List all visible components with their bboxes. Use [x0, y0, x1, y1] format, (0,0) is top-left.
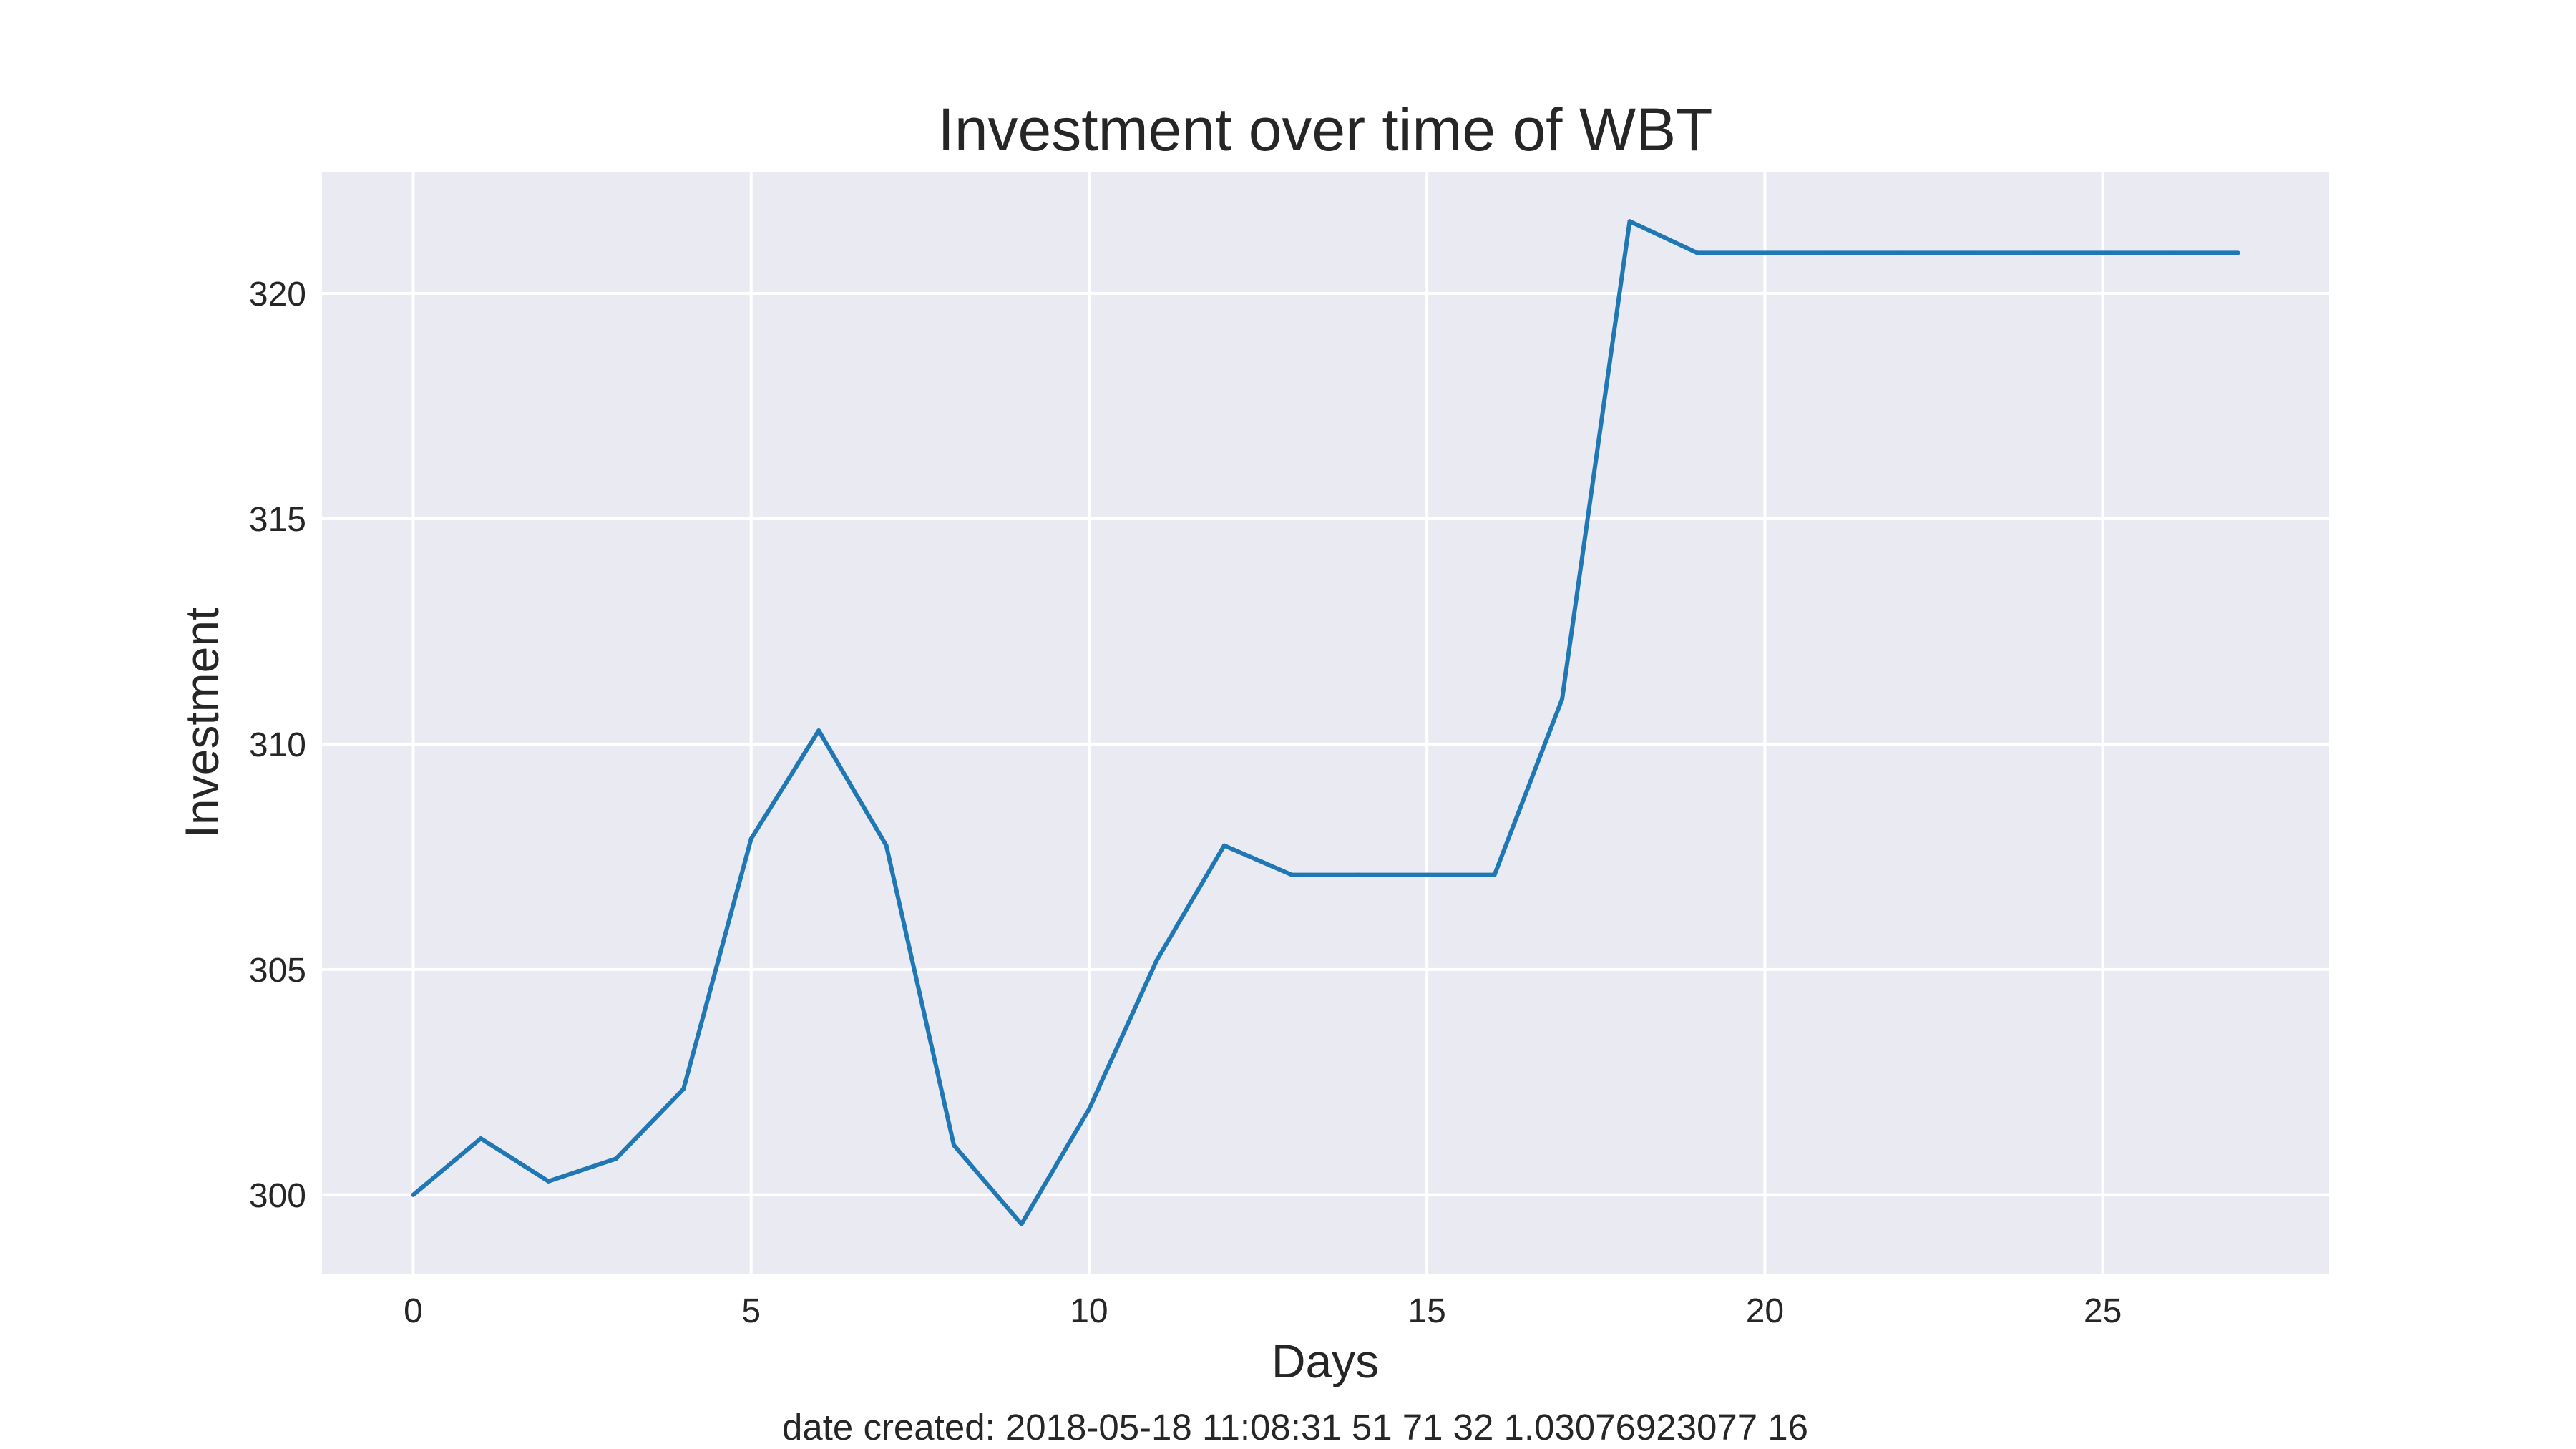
data-point — [952, 1143, 957, 1148]
data-point — [546, 1179, 551, 1184]
data-point — [816, 728, 821, 733]
data-point — [1965, 250, 1970, 255]
x-axis-label: Days — [1272, 1335, 1379, 1387]
x-tick-label: 15 — [1407, 1292, 1445, 1330]
x-tick-label: 20 — [1746, 1292, 1784, 1330]
y-tick-label: 315 — [249, 501, 306, 539]
data-point — [1694, 250, 1699, 255]
data-point — [2235, 250, 2240, 255]
plot-area — [322, 172, 2329, 1274]
y-axis-label: Investment — [175, 608, 228, 839]
data-point — [1086, 1107, 1091, 1112]
data-point — [1762, 250, 1767, 255]
y-tick-label: 320 — [249, 275, 306, 313]
data-point — [2033, 250, 2038, 255]
data-point — [1357, 872, 1362, 877]
data-point — [1019, 1221, 1024, 1226]
data-point — [1627, 219, 1632, 224]
data-point — [1154, 958, 1159, 963]
footer-text: date created: 2018-05-18 11:08:31 51 71 … — [782, 1407, 1808, 1448]
data-point — [1492, 872, 1497, 877]
grid-lines — [322, 172, 2329, 1274]
data-point — [1898, 250, 1903, 255]
data-point — [613, 1156, 618, 1161]
tick-labels: 0 5 10 15 20 25 300 305 310 315 320 — [249, 275, 2122, 1330]
data-point — [2100, 250, 2105, 255]
x-tick-label: 25 — [2084, 1292, 2122, 1330]
y-tick-label: 300 — [249, 1177, 306, 1215]
data-point — [884, 843, 889, 848]
chart-title: Investment over time of WBT — [938, 96, 1713, 163]
data-point — [2168, 250, 2173, 255]
series-line — [411, 219, 2240, 1226]
data-point — [748, 836, 753, 841]
data-point — [411, 1192, 416, 1197]
data-point — [1221, 843, 1226, 848]
x-tick-label: 0 — [404, 1292, 423, 1330]
data-point — [1830, 250, 1835, 255]
data-point — [681, 1086, 686, 1091]
x-tick-label: 10 — [1070, 1292, 1108, 1330]
y-tick-label: 305 — [249, 952, 306, 990]
data-series — [411, 219, 2240, 1226]
data-point — [1425, 872, 1430, 877]
data-point — [1289, 872, 1294, 877]
x-tick-label: 5 — [741, 1292, 761, 1330]
data-point — [478, 1136, 483, 1141]
y-tick-label: 310 — [249, 726, 306, 764]
data-point — [1560, 696, 1565, 701]
